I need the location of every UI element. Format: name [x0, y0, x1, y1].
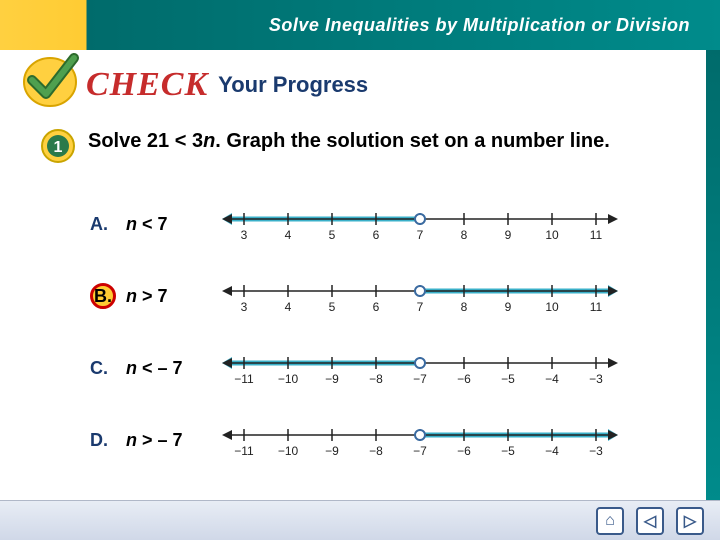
svg-text:−5: −5	[501, 444, 515, 458]
home-icon: ⌂	[605, 512, 615, 530]
svg-text:−6: −6	[457, 444, 471, 458]
question-row: 1 Solve 21 < 3n. Graph the solution set …	[0, 110, 720, 164]
svg-text:5: 5	[329, 228, 336, 242]
option-letter: B.	[90, 283, 116, 309]
svg-text:11: 11	[590, 228, 603, 242]
home-button[interactable]: ⌂	[596, 507, 624, 535]
number-line: 3 4 5 6 7 8 9 10 11	[220, 271, 620, 321]
svg-text:−3: −3	[589, 372, 603, 386]
svg-text:6: 6	[373, 228, 380, 242]
option-label-wrap: B. n > 7	[90, 283, 220, 309]
question-after: . Graph the solution set on a number lin…	[215, 130, 609, 152]
svg-text:10: 10	[545, 228, 559, 242]
option-label-wrap: D. n > – 7	[90, 430, 220, 451]
number-line: 3 4 5 6 7 8 9 10 11	[220, 199, 620, 249]
option-row[interactable]: A. n < 7 3 4 5 6 7 8 9 10 11	[90, 188, 690, 260]
question-bullet-icon: 1	[40, 128, 76, 164]
svg-text:7: 7	[417, 300, 424, 314]
svg-text:8: 8	[461, 300, 468, 314]
side-stripe	[706, 50, 720, 500]
your-progress-label: Your Progress	[218, 72, 368, 98]
option-letter: D.	[90, 430, 116, 451]
question-text: Solve 21 < 3n. Graph the solution set on…	[88, 128, 610, 155]
option-answer: n < – 7	[126, 358, 183, 379]
svg-text:−7: −7	[413, 444, 427, 458]
svg-text:8: 8	[461, 228, 468, 242]
chevron-left-icon: ◁	[644, 511, 656, 531]
svg-text:−9: −9	[325, 444, 339, 458]
option-row[interactable]: B. n > 7 3 4 5 6 7 8 9 10 11	[90, 260, 690, 332]
question-before: Solve 21 < 3	[88, 130, 203, 152]
svg-text:10: 10	[545, 300, 559, 314]
option-row[interactable]: D. n > – 7 −11 −10 −9 −8 −7 −6 −5 −4 −3	[90, 404, 690, 476]
svg-text:6: 6	[373, 300, 380, 314]
option-answer: n > – 7	[126, 430, 183, 451]
chevron-right-icon: ▷	[684, 511, 696, 531]
check-label: CHECK	[86, 66, 208, 104]
svg-text:7: 7	[417, 228, 424, 242]
svg-text:−11: −11	[234, 372, 254, 386]
check-progress-row: CHECK Your Progress	[0, 50, 720, 110]
svg-text:−10: −10	[278, 444, 299, 458]
header-title: Solve Inequalities by Multiplication or …	[269, 15, 690, 36]
svg-text:5: 5	[329, 300, 336, 314]
option-answer: n < 7	[126, 214, 168, 235]
header-bar: Solve Inequalities by Multiplication or …	[0, 0, 720, 50]
number-line: −11 −10 −9 −8 −7 −6 −5 −4 −3	[220, 415, 620, 465]
svg-text:−6: −6	[457, 372, 471, 386]
option-row[interactable]: C. n < – 7 −11 −10 −9 −8 −7 −6 −5 −4 −3	[90, 332, 690, 404]
footer-bar: ⌂ ◁ ▷	[0, 500, 720, 540]
svg-text:4: 4	[285, 228, 292, 242]
svg-text:4: 4	[285, 300, 292, 314]
svg-text:−8: −8	[369, 444, 383, 458]
svg-text:−4: −4	[545, 444, 559, 458]
svg-text:−10: −10	[278, 372, 299, 386]
option-label-wrap: C. n < – 7	[90, 358, 220, 379]
svg-text:3: 3	[241, 300, 248, 314]
number-line: −11 −10 −9 −8 −7 −6 −5 −4 −3	[220, 343, 620, 393]
svg-text:−5: −5	[501, 372, 515, 386]
svg-text:−9: −9	[325, 372, 339, 386]
svg-text:−7: −7	[413, 372, 427, 386]
svg-text:3: 3	[241, 228, 248, 242]
option-letter: C.	[90, 358, 116, 379]
checkmark-icon	[20, 50, 80, 110]
svg-text:−8: −8	[369, 372, 383, 386]
svg-text:9: 9	[505, 228, 512, 242]
next-button[interactable]: ▷	[676, 507, 704, 535]
svg-text:11: 11	[590, 300, 603, 314]
svg-text:−3: −3	[589, 444, 603, 458]
slide: Solve Inequalities by Multiplication or …	[0, 0, 720, 540]
option-letter: A.	[90, 214, 116, 235]
prev-button[interactable]: ◁	[636, 507, 664, 535]
bullet-number: 1	[54, 139, 63, 156]
question-var: n	[203, 130, 215, 152]
svg-text:−11: −11	[234, 444, 254, 458]
svg-text:9: 9	[505, 300, 512, 314]
svg-text:−4: −4	[545, 372, 559, 386]
options-list: A. n < 7 3 4 5 6 7 8 9 10 11 B. n > 7 3 4 5 6 7 8 9 10 11 C. n …	[0, 164, 720, 476]
option-label-wrap: A. n < 7	[90, 214, 220, 235]
option-answer: n > 7	[126, 286, 168, 307]
